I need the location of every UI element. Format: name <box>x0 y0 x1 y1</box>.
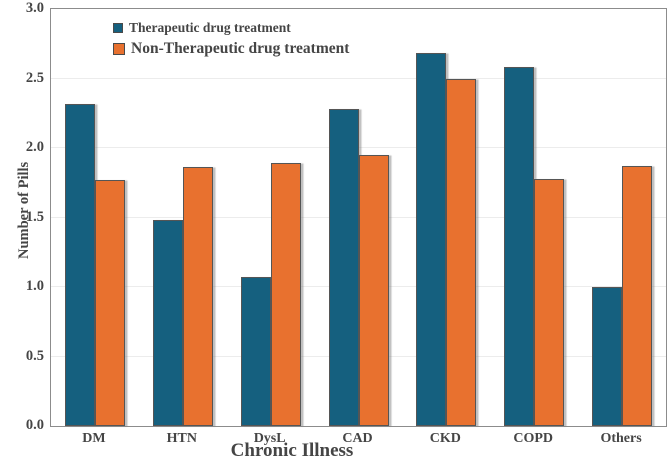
bar-others-therapeutic <box>592 287 623 426</box>
bar-dysl-non-therapeutic <box>270 163 301 426</box>
bar-others-non-therapeutic <box>622 166 653 426</box>
bar-htn-non-therapeutic <box>182 167 213 426</box>
y-tick-label-3.0: 3.0 <box>25 0 44 16</box>
y-tick-label-2.5: 2.5 <box>25 69 44 86</box>
legend-item-therapeutic: Therapeutic drug treatment <box>113 20 349 36</box>
x-tick-label-copd: COPD <box>513 431 554 446</box>
gridline <box>51 77 666 79</box>
legend-swatch-non-therapeutic-icon <box>113 43 125 55</box>
x-tick-label-others: Others <box>600 431 642 446</box>
legend-label-therapeutic: Therapeutic drug treatment <box>129 20 291 35</box>
bar-dm-non-therapeutic <box>94 179 125 426</box>
legend: Therapeutic drug treatment Non-Therapeut… <box>113 20 349 58</box>
y-tick-label-1.0: 1.0 <box>25 278 44 294</box>
legend-item-non-therapeutic: Non-Therapeutic drug treatment <box>113 40 349 58</box>
y-tick-label-0.5: 0.5 <box>25 347 44 364</box>
legend-label-non-therapeutic: Non-Therapeutic drug treatment <box>131 40 350 57</box>
y-tick-label-2.0: 2.0 <box>25 139 44 155</box>
bars-layer <box>51 9 666 426</box>
bar-ckd-therapeutic <box>416 53 447 426</box>
bar-cad-non-therapeutic <box>358 154 389 426</box>
x-tick-label-htn: HTN <box>166 431 197 446</box>
bar-htn-therapeutic <box>152 220 183 426</box>
y-tick-label-0.0: 0.0 <box>25 417 44 433</box>
legend-swatch-therapeutic-icon <box>113 23 123 33</box>
bar-dm-therapeutic <box>64 103 95 426</box>
bar-ckd-non-therapeutic <box>446 78 477 426</box>
x-tick-label-dysl: DysL <box>253 431 286 446</box>
bar-copd-therapeutic <box>504 67 535 426</box>
x-tick-label-ckd: CKD <box>429 431 461 446</box>
y-tick-label-1.5: 1.5 <box>25 208 44 225</box>
gridline <box>51 147 666 148</box>
bar-dysl-therapeutic <box>240 277 271 426</box>
x-tick-label-dm: DM <box>82 431 106 446</box>
x-axis-title: Chronic Illness <box>230 440 354 461</box>
bar-copd-non-therapeutic <box>534 178 565 426</box>
x-tick-label-cad: CAD <box>342 431 373 446</box>
plot-area: Therapeutic drug treatment Non-Therapeut… <box>50 8 667 427</box>
bar-cad-therapeutic <box>328 109 359 426</box>
